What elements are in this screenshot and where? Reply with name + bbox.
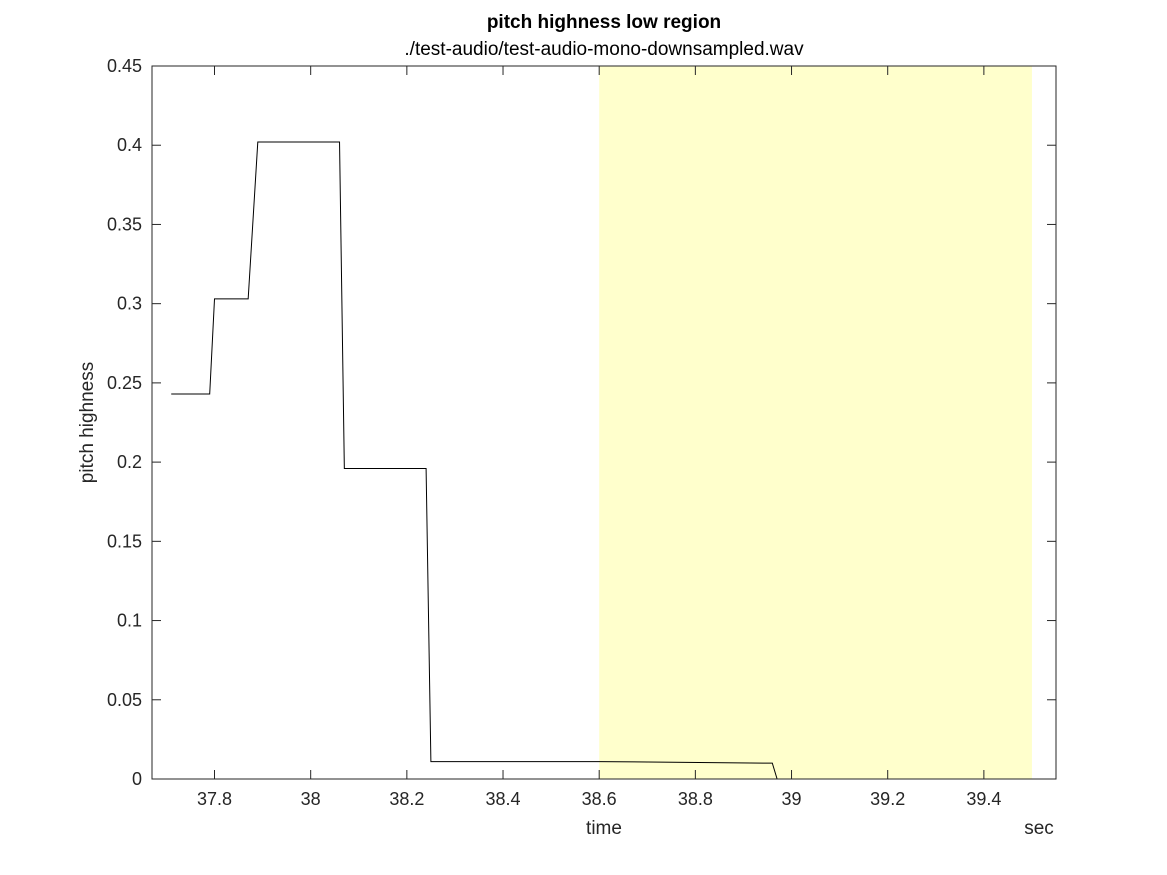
y-tick-label: 0.4 — [117, 135, 142, 155]
x-tick-label: 39 — [782, 789, 802, 809]
x-tick-label: 39.2 — [870, 789, 905, 809]
y-tick-label: 0.2 — [117, 452, 142, 472]
y-tick-label: 0.25 — [107, 373, 142, 393]
x-axis-label: time — [586, 818, 622, 839]
y-tick-label: 0.1 — [117, 611, 142, 631]
x-tick-label: 37.8 — [197, 789, 232, 809]
y-tick-label: 0.15 — [107, 531, 142, 551]
x-tick-label: 38 — [301, 789, 321, 809]
y-tick-label: 0.3 — [117, 294, 142, 314]
series-layer — [171, 141, 1032, 780]
series-line-0 — [171, 141, 1032, 780]
x-tick-label: 38.4 — [485, 789, 520, 809]
x-tick-label: 38.8 — [678, 789, 713, 809]
x-axis-unit-label: sec — [1024, 818, 1054, 839]
ticks-layer: 37.8 38 38.2 38.4 38.6 38.8 39 39.2 39.4 0 0.05 0.1… — [107, 56, 1056, 809]
x-tick-label: 38.2 — [389, 789, 424, 809]
y-tick-label: 0.05 — [107, 690, 142, 710]
chart-title: pitch highness low region — [487, 12, 721, 33]
y-axis-label: pitch highness — [77, 362, 98, 483]
highlight-region — [599, 66, 1032, 779]
y-tick-label: 0 — [132, 769, 142, 789]
axes-box — [151, 65, 1057, 780]
y-tick-label: 0.35 — [107, 214, 142, 234]
y-tick-label: 0.45 — [107, 56, 142, 76]
x-tick-label: 38.6 — [582, 789, 617, 809]
chart-subtitle: ./test-audio/test-audio-mono-downsampled… — [404, 39, 804, 60]
x-tick-label: 39.4 — [966, 789, 1001, 809]
